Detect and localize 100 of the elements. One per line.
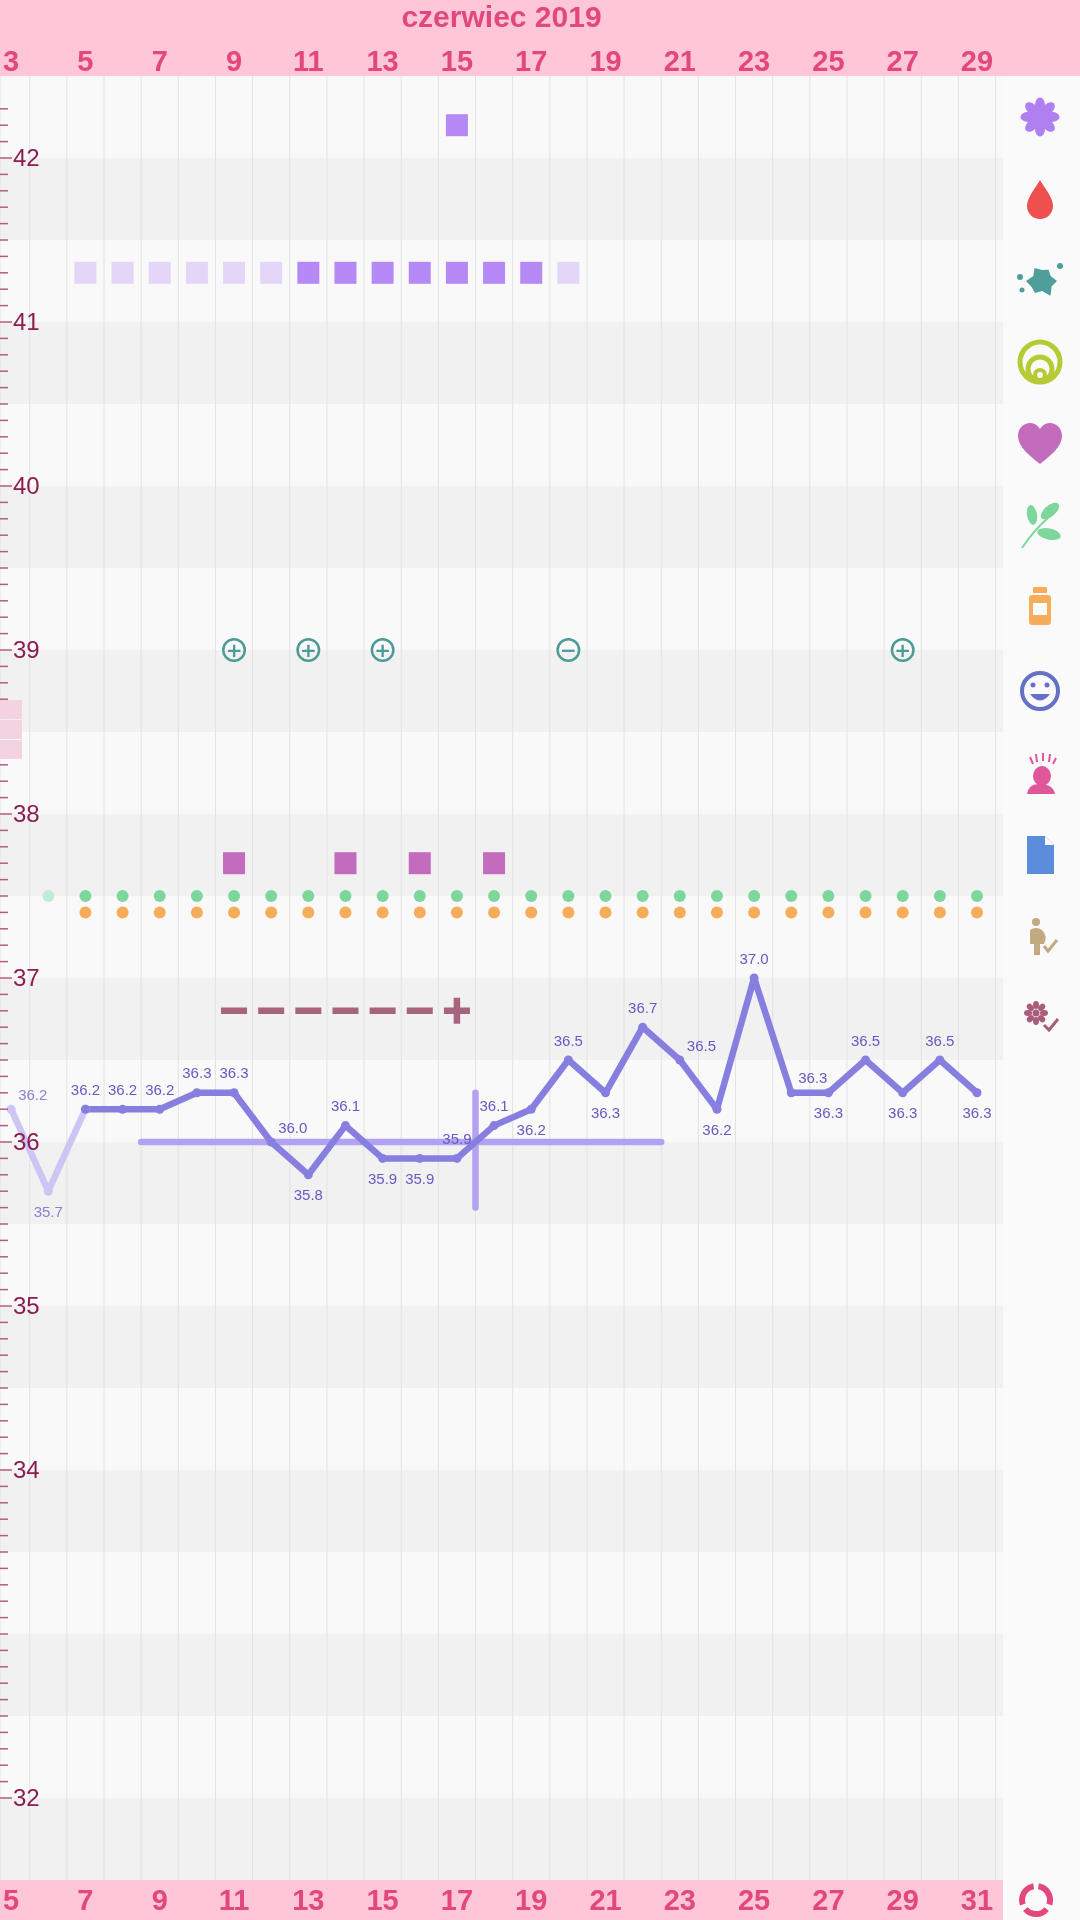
data-label: + [894, 638, 912, 662]
point [710, 890, 723, 902]
point [599, 906, 612, 919]
data-label: + [374, 638, 392, 662]
x-tick-label: 17 [440, 1883, 474, 1916]
point [896, 890, 909, 902]
point [859, 906, 872, 919]
data-label: 35.9 [368, 1169, 398, 1187]
point [376, 906, 389, 919]
point [371, 261, 394, 284]
data-label: 36.3 [590, 1104, 621, 1122]
data-label: 36.2 [702, 1120, 732, 1138]
x2-tick-label: 21 [663, 45, 696, 77]
data-label: 36.5 [925, 1031, 955, 1049]
point [334, 852, 357, 875]
point [525, 890, 538, 902]
point [673, 890, 686, 902]
data-label: 36.7 [628, 998, 658, 1016]
data-label: 36.5 [686, 1036, 717, 1054]
point [450, 906, 463, 919]
point [488, 890, 501, 902]
point [228, 906, 241, 919]
data-label: 35.7 [33, 1202, 63, 1220]
x2-tick-label: 9 [225, 45, 243, 77]
point [223, 261, 246, 284]
point [185, 261, 208, 284]
y-tick-label: 40 [13, 472, 40, 500]
point [413, 906, 426, 919]
point [334, 261, 357, 284]
data-label: 35.9 [405, 1169, 435, 1187]
point [302, 906, 315, 919]
data-label: 36.3 [798, 1069, 828, 1087]
x2-axis-title: czerwiec 2019 [401, 0, 602, 34]
x2-tick-label: 23 [737, 45, 771, 77]
x2-tick-label: 3 [3, 45, 20, 77]
x2-tick-label: 7 [151, 45, 168, 77]
point [111, 261, 134, 284]
x-tick-label: 21 [589, 1883, 622, 1916]
y-tick-label: 37 [13, 964, 40, 992]
point [785, 906, 798, 919]
point [378, 1153, 388, 1163]
point [229, 1088, 239, 1098]
x2-tick-label: 17 [515, 45, 548, 77]
data-label: 35.9 [442, 1129, 472, 1147]
x-tick-label: 23 [663, 1883, 696, 1916]
point [339, 906, 352, 919]
point [297, 261, 320, 284]
point [339, 890, 352, 902]
point [190, 906, 203, 919]
point [489, 1121, 499, 1131]
point [933, 906, 946, 919]
point [408, 261, 431, 284]
point [415, 1153, 425, 1163]
x-tick-label: 9 [151, 1883, 168, 1916]
x-tick-label: 5 [3, 1883, 20, 1916]
data-label: 36.1 [330, 1097, 361, 1115]
point [260, 261, 283, 284]
data-label: 36.3 [182, 1064, 212, 1082]
point [483, 852, 506, 875]
point [673, 906, 686, 919]
point [636, 890, 649, 902]
y-tick-label: 32 [13, 1784, 40, 1812]
x-tick-label: 25 [737, 1883, 771, 1916]
data-label: 36.5 [850, 1031, 881, 1049]
x-tick-label: 13 [292, 1883, 325, 1916]
point [445, 114, 468, 137]
y-tick-label: 42 [13, 144, 40, 172]
x-tick-label: 29 [886, 1883, 919, 1916]
point [116, 906, 129, 919]
y-tick-label: 34 [13, 1456, 40, 1484]
point [6, 1104, 16, 1114]
data-label: 36.3 [219, 1064, 249, 1082]
point [443, 997, 470, 1024]
y-tick-label: 36 [13, 1128, 40, 1156]
point [898, 1088, 908, 1098]
data-label: − [559, 638, 577, 662]
point [971, 906, 983, 919]
data-label: + [225, 638, 243, 662]
x2-tick-label: 29 [960, 45, 994, 77]
x2-tick-label: 27 [886, 45, 919, 77]
data-label: 36.2 [516, 1120, 546, 1138]
x-tick-label: 27 [812, 1883, 845, 1916]
x2-tick-label: 11 [292, 45, 324, 77]
data-label: + [299, 638, 317, 662]
x-tick-label: 15 [366, 1883, 399, 1916]
point [822, 890, 835, 902]
point [748, 890, 761, 902]
point [896, 906, 909, 919]
x-tick-label: 31 [960, 1883, 994, 1916]
data-label: 36.2 [70, 1080, 101, 1098]
point [116, 890, 129, 902]
point [557, 261, 580, 284]
y-tick-label: 35 [13, 1292, 40, 1320]
point [785, 890, 798, 902]
point [413, 890, 426, 902]
point [822, 906, 835, 919]
point [935, 1055, 945, 1065]
point [42, 890, 55, 902]
point [445, 261, 468, 284]
point [376, 890, 389, 902]
